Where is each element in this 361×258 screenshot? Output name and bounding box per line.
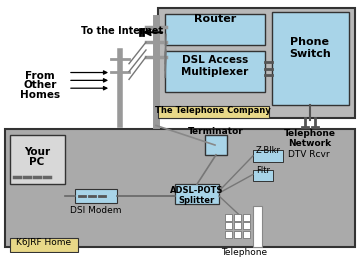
Bar [225,222,232,229]
Text: Switch: Switch [289,49,331,59]
Bar [253,150,283,162]
Bar [75,189,117,203]
Bar [243,214,250,221]
Text: Network: Network [288,139,331,148]
Text: The Telephone Company: The Telephone Company [155,106,271,115]
Text: DSL Access: DSL Access [182,55,248,65]
Bar [234,231,241,238]
Text: DSI Modem: DSI Modem [70,206,122,215]
Bar [165,14,265,45]
Bar [165,51,265,92]
Text: ADSL-POTS: ADSL-POTS [170,186,224,195]
Bar [158,106,269,118]
Text: K6JRF Home: K6JRF Home [17,238,71,247]
Bar [234,214,241,221]
Text: Telephone: Telephone [221,248,267,257]
Bar [158,8,355,118]
Text: PC: PC [29,157,45,167]
Text: Router: Router [194,14,236,24]
Text: Telephone: Telephone [284,129,336,138]
Bar [205,135,227,155]
Text: Z-Blkr: Z-Blkr [256,146,280,155]
Text: Fltr: Fltr [256,166,270,175]
Text: Your: Your [24,147,50,157]
Text: To the Internet: To the Internet [81,27,163,36]
Text: Other: Other [23,80,57,90]
Text: Multiplexer: Multiplexer [181,67,249,77]
Text: Splitter: Splitter [179,196,215,205]
Text: Phone: Phone [291,37,330,47]
Bar [243,222,250,229]
Text: Homes: Homes [20,90,60,100]
Text: From: From [25,70,55,80]
Bar [253,206,262,247]
Bar [225,214,232,221]
Bar [225,231,232,238]
Text: Terminator: Terminator [188,127,244,136]
Bar [272,12,349,105]
Text: DTV Rcvr: DTV Rcvr [288,150,330,159]
Bar [5,129,355,247]
Bar [10,238,78,252]
Bar [243,231,250,238]
Bar [234,222,241,229]
Bar [253,170,273,181]
Bar [10,135,65,184]
Bar [175,184,219,204]
